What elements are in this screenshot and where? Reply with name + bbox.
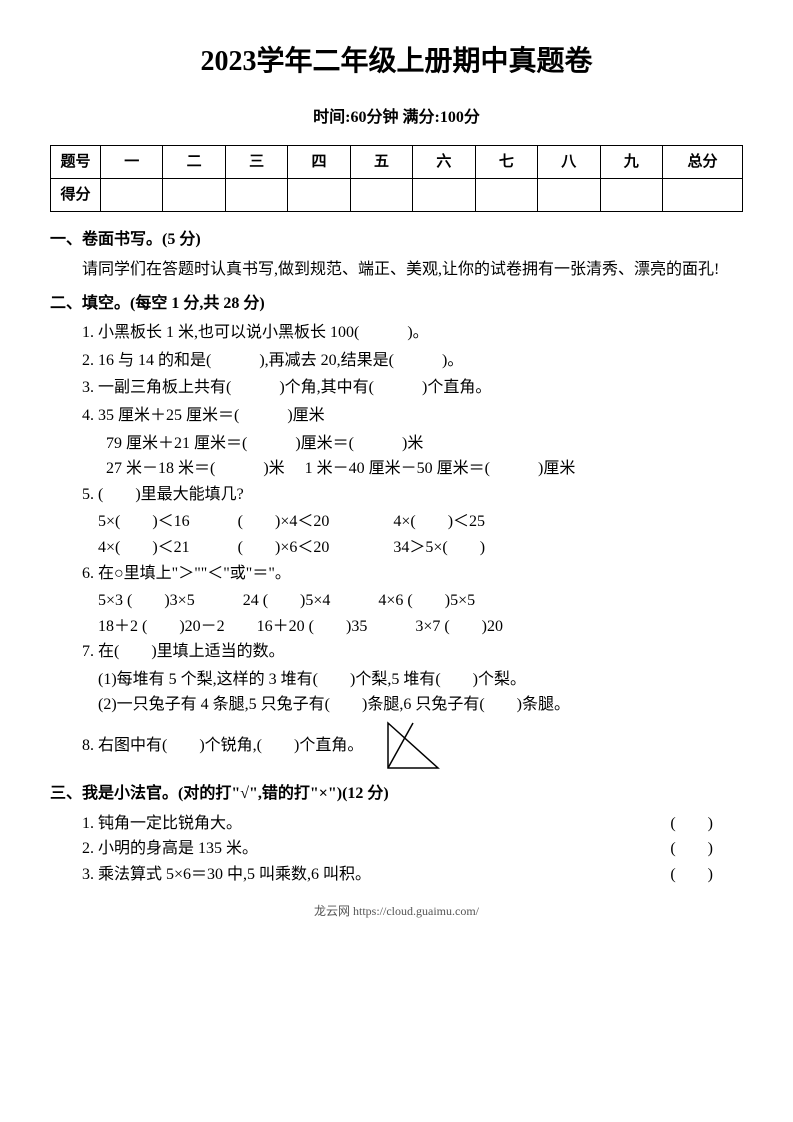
q2-5b: 4×( )＜21 ( )×6＜20 34＞5×( ) — [98, 535, 743, 561]
header-label: 题号 — [51, 146, 101, 179]
q3-2-paren: ( ) — [670, 836, 713, 862]
score-cell — [475, 179, 537, 212]
section2-header: 二、填空。(每空 1 分,共 28 分) — [50, 291, 743, 317]
section3-header: 三、我是小法官。(对的打"√",错的打"×")(12 分) — [50, 781, 743, 807]
q2-7: 7. 在( )里填上适当的数。 — [82, 639, 743, 665]
score-cell — [288, 179, 350, 212]
section1-header: 一、卷面书写。(5 分) — [50, 227, 743, 253]
score-cell — [600, 179, 663, 212]
q2-5a: 5×( )＜16 ( )×4＜20 4×( )＜25 — [98, 509, 743, 535]
score-cell — [413, 179, 475, 212]
section1-text: 请同学们在答题时认真书写,做到规范、端正、美观,让你的试卷拥有一张清秀、漂亮的面… — [50, 257, 743, 283]
q2-8: 8. 右图中有( )个锐角,( )个直角。 — [82, 733, 363, 759]
q3-3: 3. 乘法算式 5×6＝30 中,5 叫乘数,6 叫积。 ( ) — [82, 862, 743, 888]
col-2: 二 — [163, 146, 225, 179]
q2-4a: 4. 35 厘米＋25 厘米＝( )厘米 — [82, 403, 743, 429]
col-total: 总分 — [663, 146, 743, 179]
col-9: 九 — [600, 146, 663, 179]
col-6: 六 — [413, 146, 475, 179]
table-score-row: 得分 — [51, 179, 743, 212]
score-cell — [350, 179, 412, 212]
col-8: 八 — [538, 146, 600, 179]
score-cell — [663, 179, 743, 212]
q2-8-row: 8. 右图中有( )个锐角,( )个直角。 — [82, 718, 743, 773]
q3-1-paren: ( ) — [670, 811, 713, 837]
q2-6: 6. 在○里填上"＞""＜"或"＝"。 — [82, 561, 743, 587]
score-cell — [101, 179, 163, 212]
q2-3: 3. 一副三角板上共有( )个角,其中有( )个直角。 — [82, 375, 743, 401]
q2-6a: 5×3 ( )3×5 24 ( )5×4 4×6 ( )5×5 — [98, 588, 743, 614]
col-3: 三 — [225, 146, 287, 179]
footer-text: 龙云网 https://cloud.guaimu.com/ — [50, 902, 743, 921]
triangle-icon — [383, 718, 443, 773]
score-cell — [163, 179, 225, 212]
q3-2-text: 2. 小明的身高是 135 米。 — [82, 836, 258, 862]
score-table: 题号 一 二 三 四 五 六 七 八 九 总分 得分 — [50, 145, 743, 212]
exam-title: 2023学年二年级上册期中真题卷 — [50, 40, 743, 85]
q2-4c: 27 米－18 米＝( )米 1 米－40 厘米－50 厘米＝( )厘米 — [106, 456, 743, 482]
exam-subtitle: 时间:60分钟 满分:100分 — [50, 105, 743, 131]
table-header-row: 题号 一 二 三 四 五 六 七 八 九 总分 — [51, 146, 743, 179]
col-7: 七 — [475, 146, 537, 179]
q2-7b: (2)一只兔子有 4 条腿,5 只兔子有( )条腿,6 只兔子有( )条腿。 — [98, 692, 743, 718]
col-4: 四 — [288, 146, 350, 179]
col-5: 五 — [350, 146, 412, 179]
q2-5: 5. ( )里最大能填几? — [82, 482, 743, 508]
q2-7a: (1)每堆有 5 个梨,这样的 3 堆有( )个梨,5 堆有( )个梨。 — [98, 667, 743, 693]
q3-3-paren: ( ) — [670, 862, 713, 888]
score-cell — [225, 179, 287, 212]
score-cell — [538, 179, 600, 212]
q2-6b: 18＋2 ( )20－2 16＋20 ( )35 3×7 ( )20 — [98, 614, 743, 640]
score-label: 得分 — [51, 179, 101, 212]
q2-1: 1. 小黑板长 1 米,也可以说小黑板长 100( )。 — [82, 320, 743, 346]
q3-1: 1. 钝角一定比锐角大。 ( ) — [82, 811, 743, 837]
q3-1-text: 1. 钝角一定比锐角大。 — [82, 811, 242, 837]
q2-4b: 79 厘米＋21 厘米＝( )厘米＝( )米 — [106, 431, 743, 457]
q3-3-text: 3. 乘法算式 5×6＝30 中,5 叫乘数,6 叫积。 — [82, 862, 371, 888]
q2-2: 2. 16 与 14 的和是( ),再减去 20,结果是( )。 — [82, 348, 743, 374]
col-1: 一 — [101, 146, 163, 179]
q3-2: 2. 小明的身高是 135 米。 ( ) — [82, 836, 743, 862]
